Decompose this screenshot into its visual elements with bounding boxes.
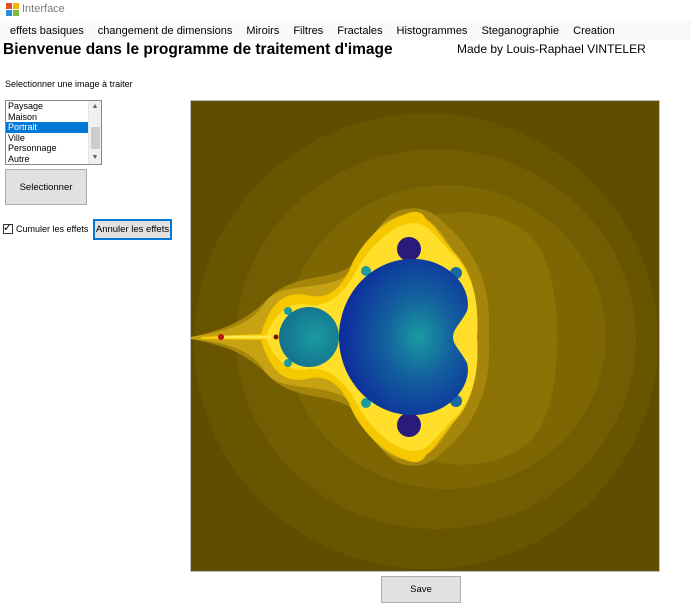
menu-histogrammes[interactable]: Histogrammes <box>396 24 468 37</box>
listbox-scrollbar[interactable]: ▲ ▼ <box>88 101 101 164</box>
menu-filtres[interactable]: Filtres <box>293 24 324 37</box>
list-item-maison[interactable]: Maison <box>8 111 38 122</box>
cumulate-effects-option[interactable]: ✓ Cumuler les effets <box>3 222 89 234</box>
list-item-personnage[interactable]: Personnage <box>8 143 57 153</box>
menu-creation[interactable]: Creation <box>573 24 615 37</box>
list-item-portrait[interactable]: Portrait <box>6 122 88 133</box>
menu-effets-basiques[interactable]: effets basiques <box>10 24 84 37</box>
mandelbrot-fractal-image <box>191 101 659 571</box>
page-title: Bienvenue dans le programme de traitemen… <box>3 41 393 58</box>
menu-changement-dimensions[interactable]: changement de dimensions <box>97 24 233 37</box>
menu-miroirs[interactable]: Miroirs <box>246 24 280 37</box>
author-credit: Made by Louis-Raphael VINTELER <box>457 42 646 56</box>
scroll-thumb[interactable] <box>91 127 100 149</box>
scroll-down-icon[interactable]: ▼ <box>91 154 99 161</box>
checkmark-icon: ✓ <box>3 222 13 234</box>
cumulate-effects-checkbox[interactable]: ✓ <box>3 222 13 234</box>
scroll-up-icon[interactable]: ▲ <box>91 103 99 110</box>
menu-bar: effets basiques changement de dimensions… <box>0 21 691 40</box>
save-button[interactable]: Save <box>381 576 461 603</box>
cumulate-effects-label: Cumuler les effets <box>16 224 89 234</box>
cancel-effects-button[interactable]: Annuler les effets <box>93 219 172 240</box>
title-bar: Interface <box>0 0 691 20</box>
list-item-autre[interactable]: Autre <box>8 153 30 164</box>
menu-steganographie[interactable]: Steganographie <box>481 24 560 37</box>
list-item-ville[interactable]: Ville <box>8 132 25 143</box>
app-icon <box>6 3 19 16</box>
menu-fractales[interactable]: Fractales <box>337 24 383 37</box>
image-preview <box>190 100 660 572</box>
select-image-button[interactable]: Selectionner <box>5 169 87 205</box>
image-picker-label: Selectionner une image à traiter <box>5 79 133 89</box>
list-item-paysage[interactable]: Paysage <box>8 101 44 111</box>
window-title: Interface <box>22 3 65 15</box>
image-listbox[interactable]: Paysage Maison Portrait Ville Personnage… <box>5 100 102 165</box>
